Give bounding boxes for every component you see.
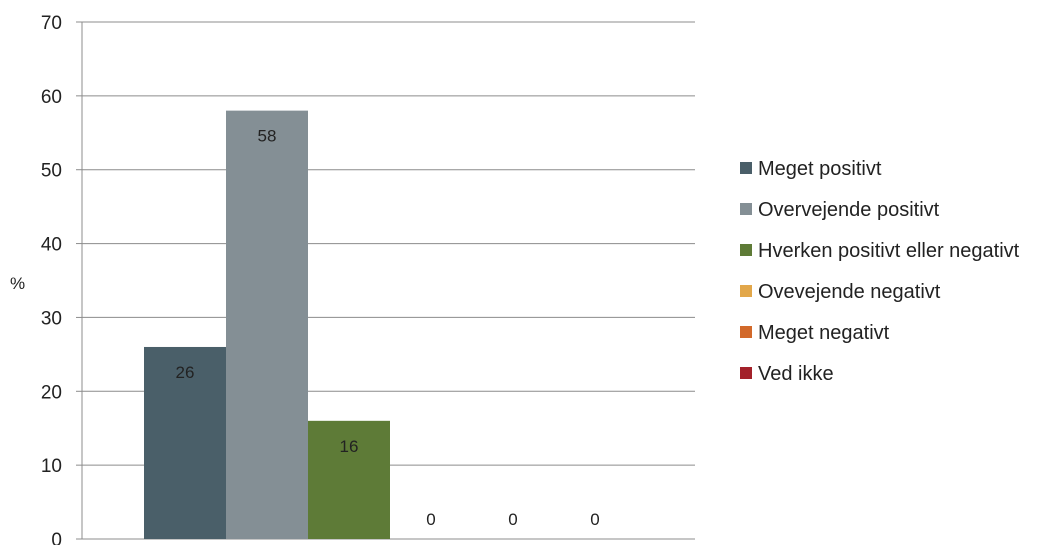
legend-item: Ovevejende negativt [740, 281, 941, 303]
legend-label: Ovevejende negativt [758, 281, 941, 303]
legend-swatch [740, 244, 752, 256]
y-axis-title: % [10, 274, 25, 293]
y-tick-label: 40 [41, 235, 62, 256]
data-label: 58 [258, 127, 277, 146]
y-tick-label: 10 [41, 456, 62, 477]
legend-label: Meget positivt [758, 158, 882, 180]
data-label: 0 [426, 510, 435, 529]
bar [144, 346, 226, 539]
y-axis-ticks: 0 10 20 30 40 50 60 70 [41, 13, 82, 545]
data-label: 0 [590, 510, 599, 529]
legend-item: Hverken positivt eller negativt [740, 240, 1020, 262]
bar [226, 110, 308, 539]
y-tick-label: 50 [41, 161, 62, 182]
data-label: 26 [176, 363, 195, 382]
legend-label: Ved ikke [758, 363, 834, 385]
data-labels: 26 58 16 0 0 0 [176, 127, 600, 529]
y-tick-label: 60 [41, 87, 62, 108]
data-label: 0 [508, 510, 517, 529]
legend-item: Meget negativt [740, 322, 890, 344]
legend-label: Meget negativt [758, 322, 890, 344]
legend-swatch [740, 203, 752, 215]
legend-item: Meget positivt [740, 158, 882, 180]
legend-swatch [740, 326, 752, 338]
y-tick-label: 30 [41, 308, 62, 329]
legend-swatch [740, 285, 752, 297]
legend-swatch [740, 367, 752, 379]
legend-swatch [740, 162, 752, 174]
legend-item: Ved ikke [740, 363, 834, 385]
legend-label: Hverken positivt eller negativt [758, 240, 1020, 262]
y-tick-label: 70 [41, 13, 62, 34]
bars [144, 110, 390, 539]
y-tick-label: 0 [51, 530, 62, 545]
legend-label: Overvejende positivt [758, 199, 940, 221]
y-tick-label: 20 [41, 382, 62, 403]
legend: Meget positivt Overvejende positivt Hverke… [740, 158, 1020, 385]
legend-item: Overvejende positivt [740, 199, 940, 221]
bar [308, 420, 390, 539]
data-label: 16 [340, 437, 359, 456]
